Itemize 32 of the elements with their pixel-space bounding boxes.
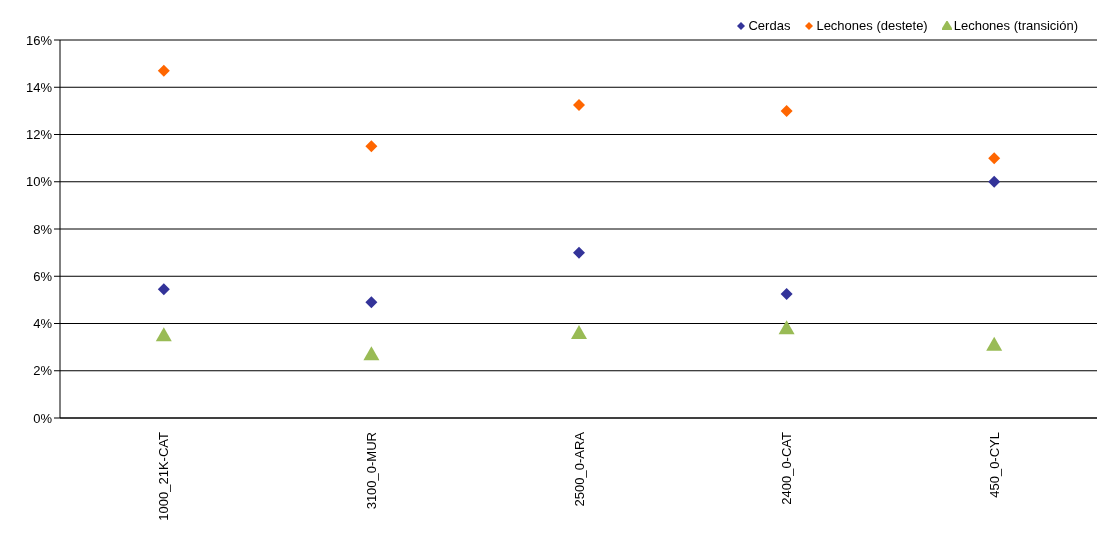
x-tick-label: 450_0-CYL bbox=[986, 432, 1002, 498]
y-tick-label: 4% bbox=[33, 316, 53, 332]
y-tick-label: 16% bbox=[25, 32, 53, 48]
y-tick-label: 0% bbox=[33, 410, 53, 426]
point bbox=[780, 104, 793, 117]
y-tick-label: 2% bbox=[33, 363, 53, 379]
point bbox=[157, 64, 170, 77]
y-tick-label: 12% bbox=[25, 127, 53, 143]
legend-label: Lechones (transición) bbox=[952, 18, 1078, 33]
x-tick-label: 2500_0-ARA bbox=[571, 431, 587, 507]
point bbox=[157, 283, 170, 296]
point bbox=[365, 140, 378, 153]
point bbox=[155, 327, 172, 342]
point bbox=[573, 98, 585, 111]
y-tick-label: 8% bbox=[33, 221, 53, 237]
y-tick-label: 6% bbox=[33, 268, 53, 284]
point bbox=[780, 287, 793, 300]
point bbox=[571, 324, 587, 339]
point bbox=[363, 346, 380, 361]
y-tick-label: 14% bbox=[25, 79, 53, 95]
point bbox=[365, 296, 378, 309]
y-tick-label: 10% bbox=[25, 174, 53, 190]
x-tick-label: 2400_0-CAT bbox=[779, 431, 795, 505]
point bbox=[986, 336, 1003, 351]
legend-label: Cerdas bbox=[747, 18, 791, 33]
point bbox=[988, 175, 1001, 188]
point bbox=[778, 320, 795, 335]
legend-label: Lechones (destete) bbox=[815, 18, 928, 33]
point bbox=[988, 152, 1001, 165]
point bbox=[573, 246, 585, 259]
x-tick-label: 1000_21K-CAT bbox=[156, 431, 172, 521]
x-tick-label: 3100_0-MUR bbox=[363, 432, 379, 510]
